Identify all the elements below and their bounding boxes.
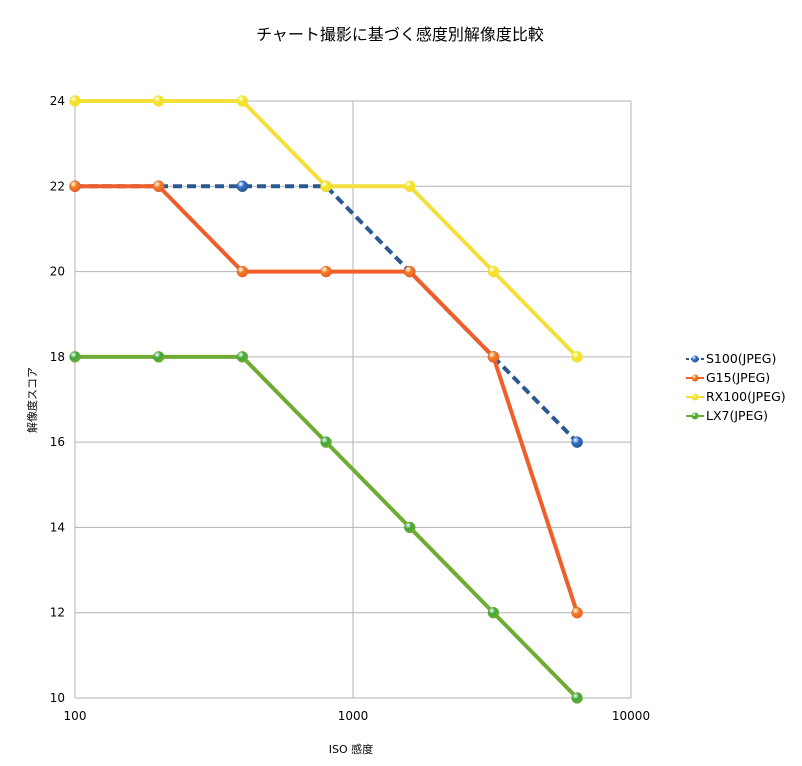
data-point-s100-jpeg xyxy=(571,436,583,448)
legend-label: RX100(JPEG) xyxy=(706,389,786,404)
y-tick-label: 14 xyxy=(50,520,65,534)
series-line-g15-jpeg xyxy=(73,184,580,615)
data-point-g15-jpeg xyxy=(236,265,249,278)
y-tick-label: 18 xyxy=(50,350,65,364)
x-tick-label: 10000 xyxy=(612,709,650,723)
data-point-g15-jpeg xyxy=(487,351,500,363)
y-tick-label: 24 xyxy=(50,94,65,108)
legend-item-rx100-jpeg: RX100(JPEG) xyxy=(686,387,786,406)
data-point-lx7-jpeg xyxy=(236,351,249,363)
data-point-lx7-jpeg xyxy=(152,351,165,363)
data-point-rx100-jpeg xyxy=(69,95,81,107)
data-point-rx100-jpeg xyxy=(487,265,500,278)
y-tick-label: 16 xyxy=(50,435,65,449)
data-point-rx100-jpeg xyxy=(152,95,165,107)
data-point-rx100-jpeg xyxy=(320,180,332,193)
data-point-rx100-jpeg xyxy=(571,351,583,363)
data-point-rx100-jpeg xyxy=(236,95,249,107)
data-point-lx7-jpeg xyxy=(571,692,583,704)
legend-item-g15-jpeg: G15(JPEG) xyxy=(686,368,786,387)
legend: S100(JPEG) G15(JPEG) RX100(JPEG) LX7(JPEG) xyxy=(686,349,786,425)
series-line-s100-jpeg xyxy=(75,184,579,444)
y-axis-label: 解像度スコア xyxy=(25,367,39,433)
x-tick-label: 1000 xyxy=(338,709,369,723)
data-point-lx7-jpeg xyxy=(403,521,416,534)
data-point-g15-jpeg xyxy=(320,265,332,278)
legend-label: LX7(JPEG) xyxy=(706,408,769,423)
tick-labels: 10 12 14 16 18 20 22 24 100 1000 10000 xyxy=(50,94,650,723)
data-point-g15-jpeg xyxy=(152,180,165,193)
legend-label: S100(JPEG) xyxy=(706,351,777,366)
data-point-lx7-jpeg xyxy=(69,351,81,363)
legend-item-lx7-jpeg: LX7(JPEG) xyxy=(686,406,786,425)
legend-swatch xyxy=(686,355,704,362)
legend-label: G15(JPEG) xyxy=(706,370,771,385)
y-tick-label: 20 xyxy=(50,265,65,279)
series-line-rx100-jpeg xyxy=(73,99,580,359)
data-point-rx100-jpeg xyxy=(403,180,416,193)
legend-item-s100-jpeg: S100(JPEG) xyxy=(686,349,786,368)
data-point-g15-jpeg xyxy=(571,606,583,619)
data-point-g15-jpeg xyxy=(69,180,81,193)
x-axis-label: ISO 感度 xyxy=(329,742,373,756)
legend-swatch xyxy=(686,393,704,400)
data-point-lx7-jpeg xyxy=(487,606,500,619)
x-tick-label: 100 xyxy=(64,709,87,723)
legend-swatch xyxy=(686,374,704,381)
series-markers xyxy=(69,95,583,704)
data-point-lx7-jpeg xyxy=(320,436,332,448)
legend-swatch xyxy=(686,412,704,419)
chart-title: チャート撮影に基づく感度別解像度比較 xyxy=(256,25,544,44)
y-tick-label: 22 xyxy=(50,179,65,193)
y-tick-label: 12 xyxy=(50,606,65,620)
y-tick-label: 10 xyxy=(50,691,65,705)
data-point-g15-jpeg xyxy=(403,265,416,278)
data-point-s100-jpeg xyxy=(236,180,249,193)
